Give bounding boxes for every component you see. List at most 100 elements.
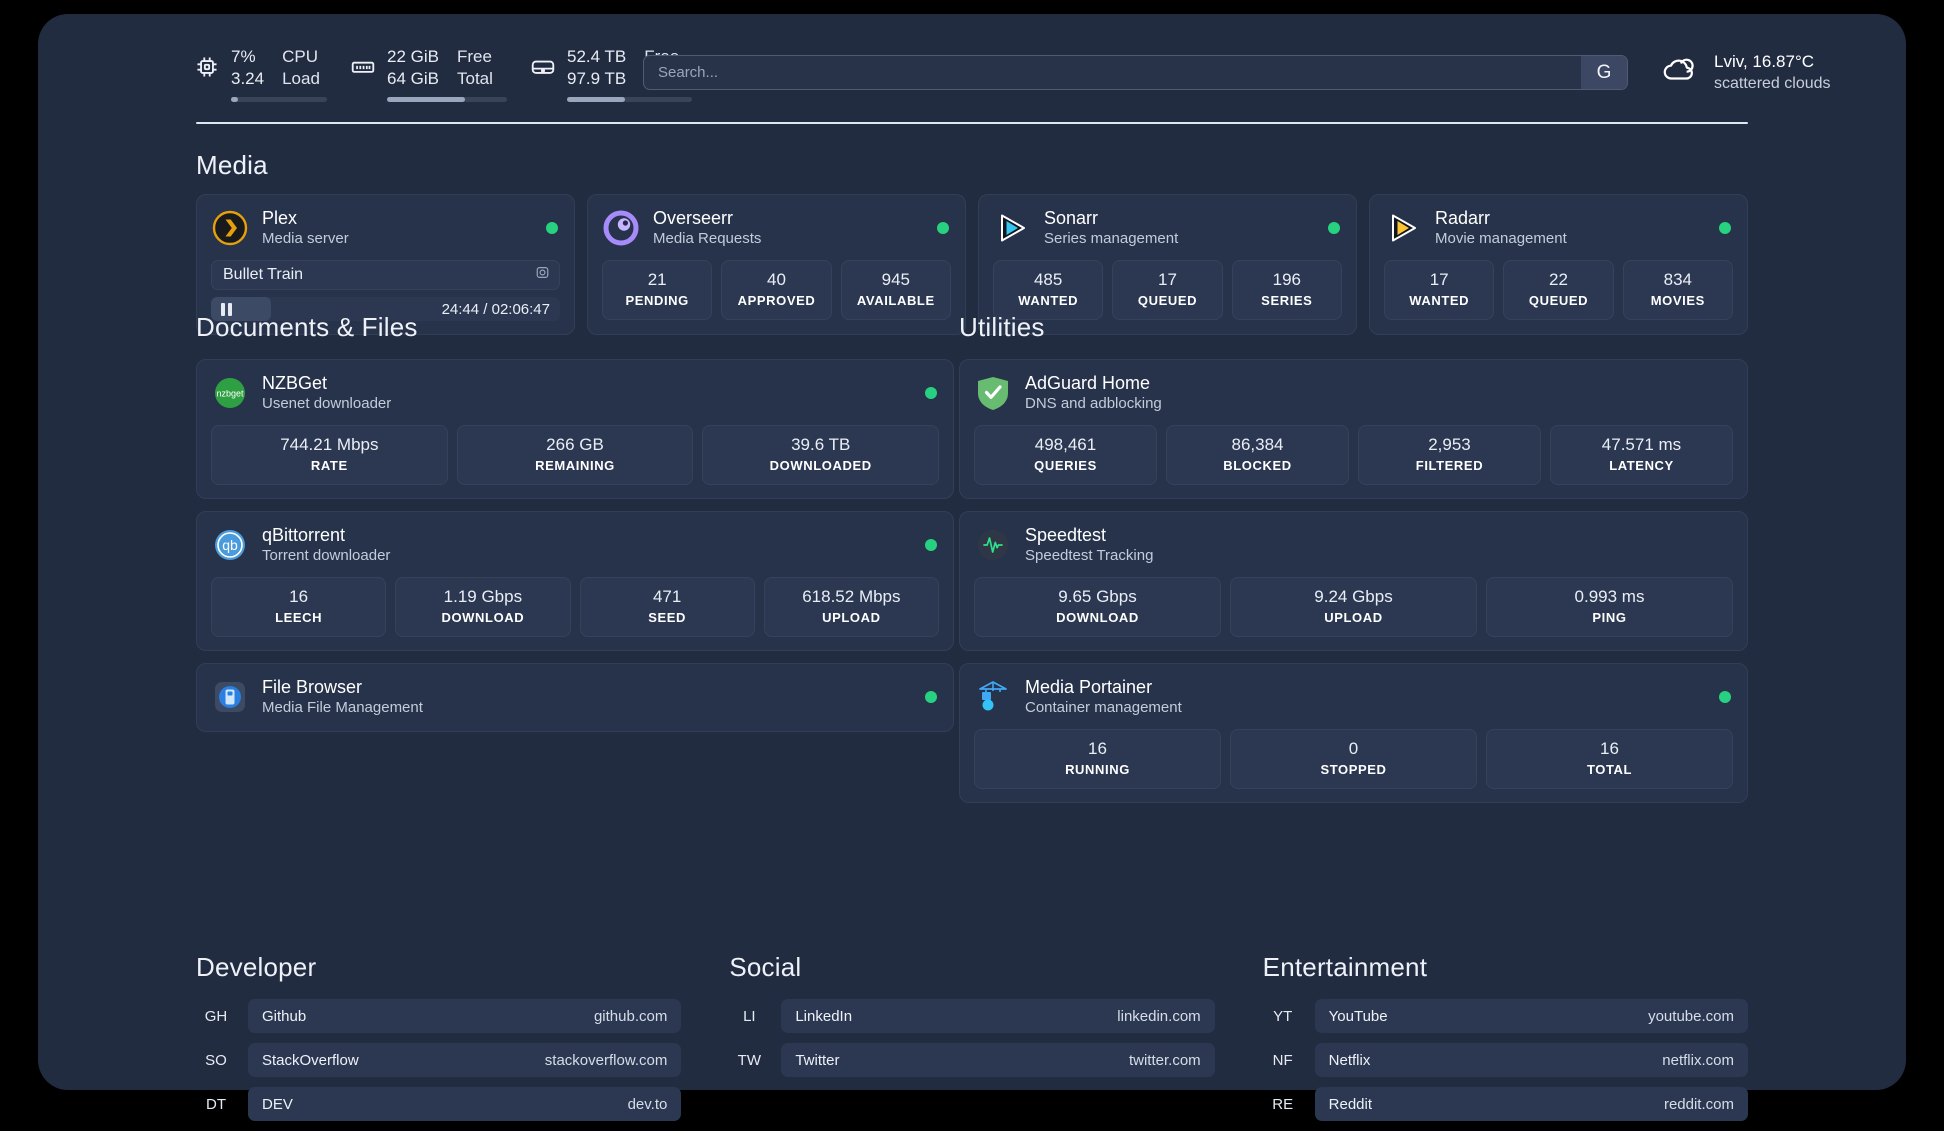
memory-stat: 22 GiB 64 GiB Free Total	[349, 46, 507, 102]
stat-value: 266 GB	[546, 435, 604, 454]
stat-value: 485	[1033, 270, 1063, 289]
stat-tile: 17 QUEUED	[1112, 260, 1223, 320]
now-playing-row[interactable]: Bullet Train	[211, 260, 560, 290]
memory-free-value: 22 GiB	[387, 47, 439, 66]
service-card-radarr[interactable]: Radarr Movie management 17 WANTED 22 QUE…	[1369, 194, 1748, 335]
stat-tile: 618.52 Mbps UPLOAD	[763, 577, 939, 637]
bookmark-item[interactable]: DT DEV dev.to	[196, 1087, 682, 1121]
svg-text:qb: qb	[222, 537, 238, 553]
service-name: NZBGet	[262, 373, 328, 393]
bookmark-group-title: Developer	[196, 952, 317, 982]
service-card-adguard-home[interactable]: AdGuard Home DNS and adblocking 498,461 …	[959, 359, 1748, 499]
stat-tile: 86,384 BLOCKED	[1166, 425, 1349, 485]
stat-label: UPLOAD	[1324, 610, 1383, 625]
service-subtitle: Usenet downloader	[262, 395, 392, 412]
bookmark-item[interactable]: SO StackOverflow stackoverflow.com	[196, 1043, 682, 1077]
service-card-sonarr[interactable]: Sonarr Series management 485 WANTED 17 Q…	[978, 194, 1357, 335]
stat-value: 196	[1272, 270, 1301, 289]
bookmark-item[interactable]: RE Reddit reddit.com	[1263, 1087, 1748, 1121]
stat-value: 945	[881, 270, 910, 289]
stat-tile: 196 SERIES	[1231, 260, 1342, 320]
stat-tile: 2,953 FILTERED	[1358, 425, 1541, 485]
status-badge-online	[1719, 691, 1731, 703]
stat-value: 16	[1600, 739, 1619, 758]
bookmark-item[interactable]: LI LinkedIn linkedin.com	[729, 999, 1215, 1033]
search-engine-button[interactable]: G	[1581, 56, 1627, 89]
memory-usage-bar	[387, 97, 507, 102]
bookmark-group-title: Entertainment	[1262, 952, 1428, 982]
media-card-row: Plex Media server Bullet Train	[196, 194, 1748, 335]
bookmark-item[interactable]: NF Netflix netflix.com	[1263, 1043, 1748, 1077]
file-browser-icon	[211, 678, 249, 716]
bookmark-group-developer: Developer GH Github github.com SO StackO…	[196, 952, 682, 1131]
disk-free-value: 52.4 TB	[567, 47, 627, 66]
stat-tile: 1.19 Gbps DOWNLOAD	[395, 577, 571, 637]
stat-label: LEECH	[275, 610, 323, 625]
service-card-qbittorrent[interactable]: qb qBittorrent Torrent downloader 16 LEE…	[196, 511, 954, 651]
stat-label: WANTED	[1018, 293, 1079, 308]
bookmark-item[interactable]: YT YouTube youtube.com	[1263, 999, 1748, 1033]
bookmark-url: youtube.com	[1648, 1007, 1734, 1025]
bookmark-item[interactable]: GH Github github.com	[196, 999, 682, 1033]
plex-icon	[211, 209, 249, 247]
stat-label: QUEUED	[1137, 293, 1198, 308]
service-card-speedtest[interactable]: Speedtest Speedtest Tracking 9.65 Gbps D…	[959, 511, 1748, 651]
hard-disk-icon	[529, 53, 557, 81]
stat-label: DOWNLOAD	[1056, 610, 1139, 625]
bookmark-url: stackoverflow.com	[544, 1051, 668, 1069]
search-bar[interactable]: G	[643, 55, 1628, 90]
service-card-overseerr[interactable]: Overseerr Media Requests 21 PENDING 40 A…	[587, 194, 966, 335]
bookmark-abbr: SO	[205, 1051, 227, 1069]
bookmark-group-entertainment: Entertainment YT YouTube youtube.com NF …	[1263, 952, 1748, 1131]
header-bar: 7% 3.24 CPU Load	[38, 14, 1906, 132]
stat-label: QUERIES	[1034, 458, 1097, 473]
bookmark-group-title: Social	[729, 952, 802, 982]
service-subtitle: Container management	[1025, 699, 1182, 716]
service-card-plex[interactable]: Plex Media server Bullet Train	[196, 194, 575, 335]
overseerr-icon	[602, 209, 640, 247]
stat-tile: 16 TOTAL	[1486, 729, 1733, 789]
stat-label: RUNNING	[1065, 762, 1130, 777]
stat-label: PING	[1592, 610, 1627, 625]
stat-tile: 471 SEED	[579, 577, 755, 637]
bookmark-url: twitter.com	[1128, 1051, 1201, 1069]
svg-text:nzbget: nzbget	[216, 389, 244, 399]
service-card-file-browser[interactable]: File Browser Media File Management	[196, 663, 954, 732]
playback-progress-bar[interactable]: 24:44 / 02:06:47	[211, 297, 560, 321]
bookmark-abbr: LI	[743, 1007, 756, 1025]
bookmark-url: dev.to	[627, 1095, 668, 1113]
bookmark-name: Github	[262, 1007, 307, 1025]
stat-label: UPLOAD	[822, 610, 881, 625]
bookmark-name: Reddit	[1328, 1095, 1373, 1113]
stat-label: QUEUED	[1528, 293, 1589, 308]
status-badge-online	[937, 222, 949, 234]
stat-tile: 498,461 QUERIES	[974, 425, 1157, 485]
stat-tile: 834 MOVIES	[1622, 260, 1733, 320]
cast-icon[interactable]	[535, 265, 550, 285]
bookmark-abbr: RE	[1272, 1095, 1294, 1113]
disk-total-value: 97.9 TB	[567, 69, 627, 88]
search-input[interactable]	[644, 56, 1581, 89]
system-stats-group: 7% 3.24 CPU Load	[193, 46, 692, 102]
weather-location-temperature: Lviv, 16.87°C	[1714, 52, 1815, 71]
stat-value: 17	[1429, 270, 1449, 289]
documents-files-column: Documents & Files nzbget NZBGet Usenet d…	[196, 312, 954, 744]
service-name: qBittorrent	[262, 525, 346, 545]
bookmark-url: reddit.com	[1663, 1095, 1734, 1113]
stat-label: TOTAL	[1586, 762, 1633, 777]
bookmark-name: StackOverflow	[262, 1051, 359, 1069]
stat-value: 16	[289, 587, 309, 606]
service-subtitle: Torrent downloader	[262, 547, 391, 564]
stat-value: 16	[1088, 739, 1107, 758]
section-title-utilities: Utilities	[959, 312, 1045, 342]
service-card-media-portainer[interactable]: Media Portainer Container management 16 …	[959, 663, 1748, 803]
stat-value: 0.993 ms	[1574, 587, 1645, 606]
cpu-load-label: Load	[282, 69, 320, 88]
service-card-nzbget[interactable]: nzbget NZBGet Usenet downloader 744.21 M…	[196, 359, 954, 499]
stat-label: SEED	[648, 610, 687, 625]
bookmark-item[interactable]: TW Twitter twitter.com	[729, 1043, 1215, 1077]
pause-icon[interactable]	[221, 302, 232, 316]
stat-value: 1.19 Gbps	[443, 587, 523, 606]
cpu-chip-icon	[193, 53, 221, 81]
stat-tile: 0 STOPPED	[1230, 729, 1477, 789]
